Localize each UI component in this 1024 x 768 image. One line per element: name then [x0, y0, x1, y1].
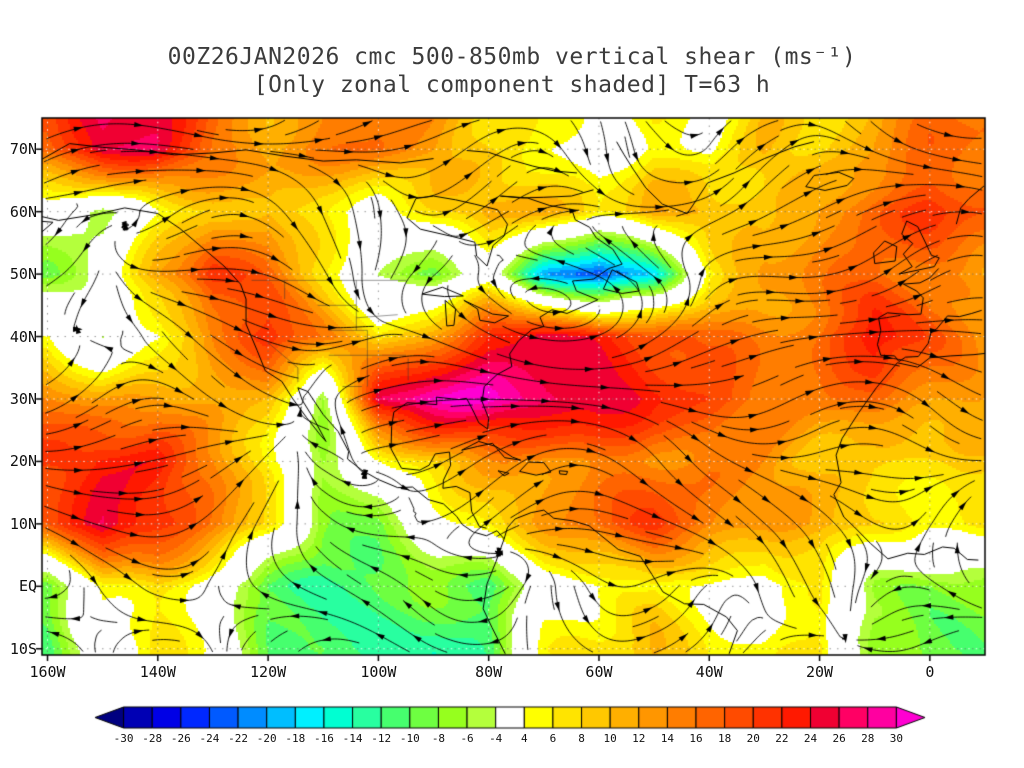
- grads-shear-plot: 00Z26JAN2026 cmc 500-850mb vertical shea…: [0, 0, 1024, 768]
- map-canvas: [0, 0, 1024, 768]
